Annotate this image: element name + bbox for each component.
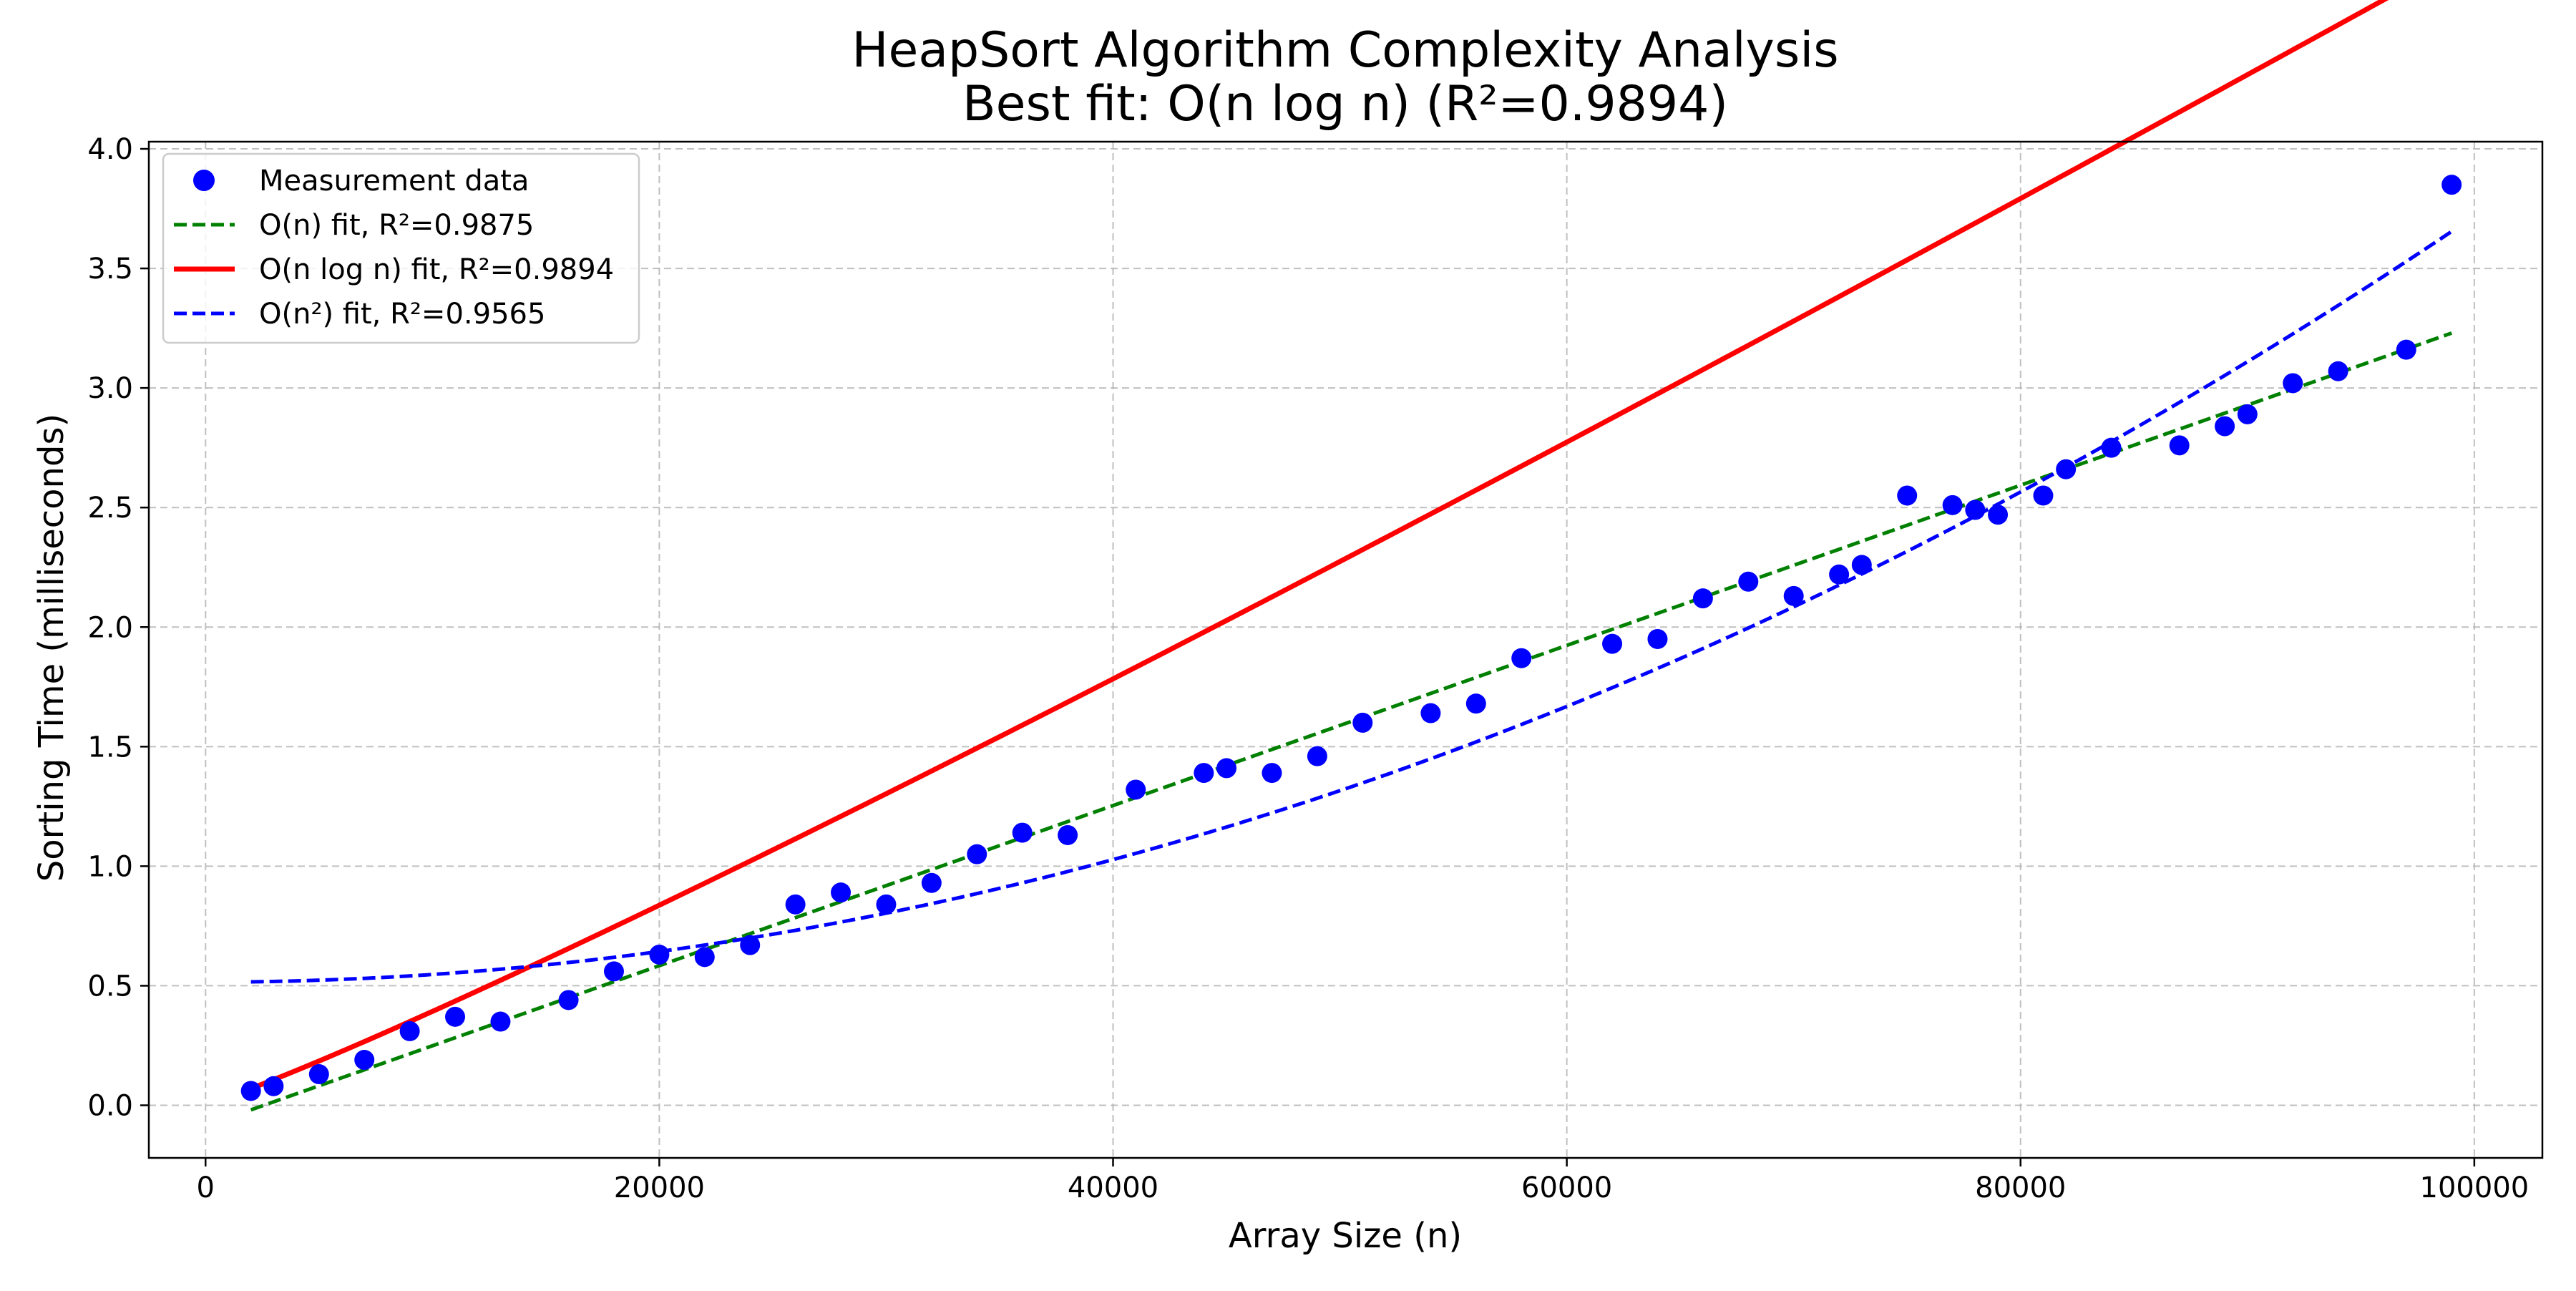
data-point xyxy=(740,935,761,955)
data-point xyxy=(263,1076,284,1096)
data-point xyxy=(1988,505,2009,525)
data-point xyxy=(2215,416,2235,437)
y-tick-label: 0.5 xyxy=(87,970,133,1003)
y-tick-label: 0.0 xyxy=(87,1089,133,1122)
data-point xyxy=(399,1020,420,1041)
fit-line-quadratic xyxy=(250,230,2453,984)
data-point xyxy=(649,945,670,965)
x-axis-ticks: 0 20000 40000 60000 80000 100000 xyxy=(197,1158,2529,1204)
fit-lines xyxy=(250,0,2453,1112)
data-point xyxy=(2328,361,2348,381)
y-tick-label: 2.5 xyxy=(87,492,133,525)
data-point xyxy=(1465,693,1486,714)
legend-label-linear-fit: O(n) fit, R²=0.9875 xyxy=(259,209,534,242)
y-tick-label: 1.5 xyxy=(87,731,133,764)
data-point xyxy=(2283,373,2303,394)
x-tick-label: 0 xyxy=(197,1171,215,1204)
data-point xyxy=(1647,628,1668,649)
y-axis-ticks: 0.0 0.5 1.0 1.5 2.0 2.5 3.0 3.5 4.0 xyxy=(87,133,149,1122)
data-point xyxy=(876,894,897,915)
data-point xyxy=(2396,339,2416,360)
data-point xyxy=(967,844,987,864)
legend-label-quadratic-fit: O(n²) fit, R²=0.9565 xyxy=(259,298,545,331)
legend-box xyxy=(162,152,640,344)
y-tick-label: 3.5 xyxy=(87,253,133,286)
x-tick-label: 60000 xyxy=(1521,1171,1612,1204)
data-point xyxy=(1194,763,1214,784)
data-point xyxy=(308,1064,329,1085)
data-point xyxy=(1942,495,1963,515)
fit-line-nlogn xyxy=(250,0,2389,1091)
data-point xyxy=(1126,779,1146,800)
y-tick-label: 2.0 xyxy=(87,611,133,644)
legend-marker-measurement xyxy=(193,170,215,191)
data-point xyxy=(1511,648,1532,668)
data-point xyxy=(1262,763,1282,784)
data-point xyxy=(1692,588,1713,609)
data-point xyxy=(354,1050,375,1071)
data-point xyxy=(2056,459,2077,479)
data-point xyxy=(785,894,806,915)
data-points xyxy=(240,175,2462,1101)
data-point xyxy=(558,990,579,1010)
data-point xyxy=(240,1081,261,1101)
legend: Measurement data O(n) fit, R²=0.9875 O(n… xyxy=(162,152,640,344)
data-point xyxy=(1738,571,1759,592)
y-axis-label: Sorting Time (milliseconds) xyxy=(31,414,72,882)
data-point xyxy=(2441,175,2462,195)
data-point xyxy=(603,961,624,982)
data-point xyxy=(2237,404,2258,424)
y-tick-label: 1.0 xyxy=(87,850,133,883)
x-axis-label: Array Size (n) xyxy=(1229,1216,1462,1256)
chart-subtitle: Best fit: O(n log n) (R²=0.9894) xyxy=(962,76,1728,132)
fit-line-linear xyxy=(250,331,2453,1112)
data-point xyxy=(1420,703,1441,724)
data-point xyxy=(1965,500,1986,520)
x-tick-label: 20000 xyxy=(614,1171,705,1204)
data-point xyxy=(1352,712,1373,733)
data-point xyxy=(490,1011,511,1032)
data-point xyxy=(445,1006,466,1027)
data-point xyxy=(1216,758,1237,779)
data-point xyxy=(1829,564,1850,585)
data-point xyxy=(2169,435,2190,456)
data-point xyxy=(1602,633,1623,654)
plot-frame xyxy=(147,140,2544,1159)
data-point xyxy=(1783,585,1804,606)
data-point xyxy=(694,947,715,968)
y-tick-label: 4.0 xyxy=(87,133,133,166)
data-point xyxy=(1307,746,1327,766)
x-tick-label: 100000 xyxy=(2420,1171,2529,1204)
y-tick-label: 3.0 xyxy=(87,372,133,405)
legend-label-measurement: Measurement data xyxy=(259,165,529,198)
legend-label-nlogn-fit: O(n log n) fit, R²=0.9894 xyxy=(259,253,614,286)
x-tick-label: 80000 xyxy=(1975,1171,2066,1204)
data-point xyxy=(1058,824,1078,845)
chart-title: HeapSort Algorithm Complexity Analysis xyxy=(852,22,1838,79)
grid-lines xyxy=(149,142,2542,1158)
data-point xyxy=(2101,437,2122,458)
data-point xyxy=(921,872,942,893)
data-point xyxy=(1897,485,1918,506)
data-point xyxy=(1851,555,1872,575)
x-tick-label: 40000 xyxy=(1068,1171,1158,1204)
data-point xyxy=(1012,822,1033,843)
data-point xyxy=(831,882,852,903)
data-point xyxy=(2033,485,2054,506)
